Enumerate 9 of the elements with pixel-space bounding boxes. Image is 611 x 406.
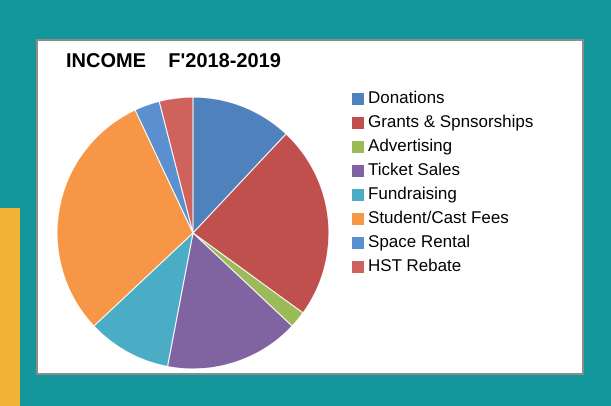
legend-label: Space Rental: [368, 232, 470, 251]
legend-label: Advertising: [368, 136, 452, 155]
legend-label: Fundraising: [368, 184, 457, 203]
legend-label: HST Rebate: [368, 256, 462, 275]
legend-label: Grants & Spnsorships: [368, 112, 534, 131]
legend-label: Student/Cast Fees: [368, 208, 509, 227]
legend-label: Ticket Sales: [368, 160, 460, 179]
chart-title: INCOME F'2018-2019: [66, 50, 281, 73]
legend-label: Donations: [368, 88, 445, 107]
